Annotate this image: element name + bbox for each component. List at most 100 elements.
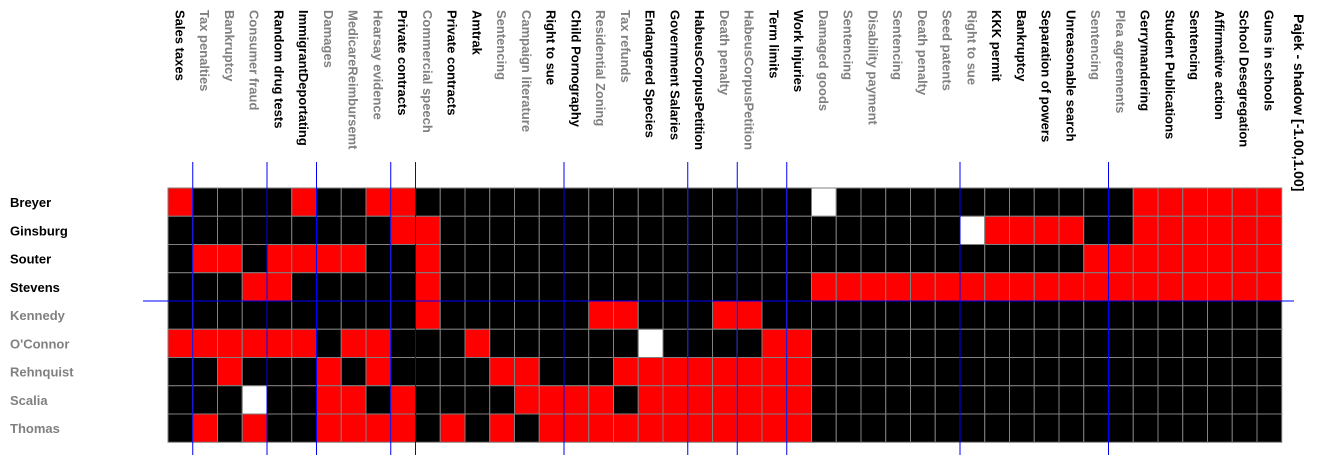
heatmap-cell: [663, 301, 688, 329]
heatmap-cell: [440, 188, 465, 216]
heatmap-cell: [1010, 414, 1035, 442]
heatmap-cell: [416, 188, 441, 216]
heatmap-cell: [242, 273, 267, 301]
heatmap-cell: [292, 414, 317, 442]
heatmap-cell: [317, 188, 342, 216]
heatmap-cell: [341, 414, 366, 442]
heatmap-cell: [218, 386, 243, 414]
heatmap-cell: [960, 273, 985, 301]
row-label: Thomas: [10, 421, 60, 436]
column-label: Child Pornography: [568, 10, 583, 128]
heatmap-cell: [1109, 245, 1134, 273]
heatmap-cell: [911, 386, 936, 414]
heatmap-cell: [762, 329, 787, 357]
heatmap-cell: [1208, 188, 1233, 216]
heatmap-cell: [1232, 216, 1257, 244]
heatmap-cell: [886, 245, 911, 273]
heatmap-cell: [1183, 358, 1208, 386]
column-labels: Sales taxes Tax penalties Bankruptcy Consum…: [172, 10, 1276, 150]
heatmap-cell: [1232, 386, 1257, 414]
heatmap-cell: [638, 386, 663, 414]
heatmap-cell: [1034, 273, 1059, 301]
heatmap-cell: [193, 301, 218, 329]
heatmap-cell: [861, 188, 886, 216]
column-label: Bankruptcy: [222, 10, 237, 82]
heatmap-cell: [1059, 414, 1084, 442]
heatmap-cell: [911, 273, 936, 301]
row-label: Kennedy: [10, 308, 66, 323]
column-label: Random drug tests: [271, 10, 286, 128]
heatmap-cell: [861, 358, 886, 386]
heatmap-cell: [416, 414, 441, 442]
heatmap-cell: [317, 273, 342, 301]
heatmap-cell: [539, 301, 564, 329]
heatmap-cell: [663, 216, 688, 244]
heatmap-cell: [193, 386, 218, 414]
heatmap-cell: [515, 358, 540, 386]
row-label: Breyer: [10, 195, 51, 210]
heatmap-cell: [688, 245, 713, 273]
heatmap-cell: [1158, 216, 1183, 244]
heatmap-cell: [1257, 273, 1282, 301]
heatmap-cell: [391, 386, 416, 414]
heatmap-cell: [688, 216, 713, 244]
heatmap-cell: [911, 245, 936, 273]
heatmap-cell: [812, 301, 837, 329]
heatmap-cell: [1158, 358, 1183, 386]
heatmap-cell: [638, 245, 663, 273]
heatmap-cell: [1059, 386, 1084, 414]
column-label: Sentencing: [890, 10, 905, 80]
heatmap-cell: [292, 188, 317, 216]
heatmap-cell: [515, 301, 540, 329]
heatmap-cell: [762, 273, 787, 301]
heatmap-cell: [713, 245, 738, 273]
heatmap-cell: [787, 386, 812, 414]
heatmap-cell: [267, 414, 292, 442]
heatmap-cell: [663, 329, 688, 357]
column-label: Private contracts: [445, 10, 460, 116]
heatmap-cell: [737, 273, 762, 301]
row-label: O'Connor: [10, 336, 69, 351]
row-label: Souter: [10, 252, 51, 267]
column-label: Damaged goods: [816, 10, 831, 111]
column-label: Tax refunds: [618, 10, 633, 83]
heatmap-cell: [465, 386, 490, 414]
heatmap-cell: [812, 216, 837, 244]
heatmap-cell: [1183, 188, 1208, 216]
heatmap-cell: [292, 386, 317, 414]
heatmap-cell: [1084, 273, 1109, 301]
heatmap-cell: [935, 414, 960, 442]
heatmap-cell: [1109, 358, 1134, 386]
heatmap-cell: [1084, 329, 1109, 357]
heatmap-cell: [490, 188, 515, 216]
column-label: Affirmative action: [1212, 10, 1227, 120]
heatmap-cell: [490, 414, 515, 442]
heatmap-cell: [911, 216, 936, 244]
heatmap-cell: [911, 188, 936, 216]
heatmap-cell: [960, 245, 985, 273]
heatmap-cell: [1034, 301, 1059, 329]
heatmap-cell: [861, 216, 886, 244]
heatmap-cell: [465, 216, 490, 244]
heatmap-cell: [762, 301, 787, 329]
heatmap-cell: [490, 301, 515, 329]
heatmap-cell: [663, 358, 688, 386]
heatmap-cell: [762, 358, 787, 386]
heatmap-cell: [663, 414, 688, 442]
heatmap-cell: [490, 358, 515, 386]
row-label: Scalia: [10, 393, 48, 408]
heatmap-cell: [812, 358, 837, 386]
heatmap-cell: [589, 358, 614, 386]
heatmap-cell: [193, 414, 218, 442]
heatmap-cell: [1208, 301, 1233, 329]
heatmap-cell: [168, 245, 193, 273]
heatmap-cell: [1232, 414, 1257, 442]
heatmap-cell: [812, 273, 837, 301]
heatmap-cell: [836, 358, 861, 386]
heatmap-cell: [985, 329, 1010, 357]
heatmap-cell: [614, 273, 639, 301]
heatmap-cell: [242, 414, 267, 442]
column-label: Private contracts: [395, 10, 410, 116]
heatmap-cell: [1059, 188, 1084, 216]
